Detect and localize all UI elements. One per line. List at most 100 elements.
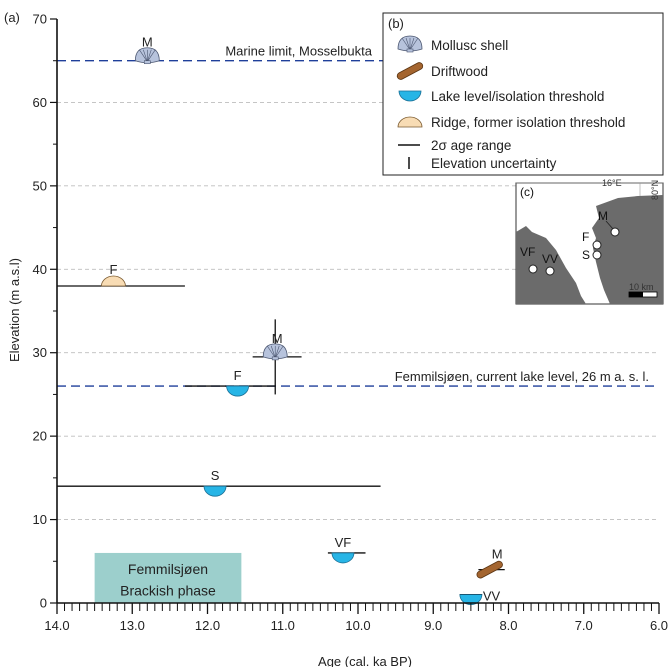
point-label-6: M [492,547,503,562]
reference-label-0: Marine limit, Mosselbukta [225,44,372,59]
brackish-phase-box [94,552,242,603]
marker-shell-2 [262,343,288,361]
legend-label-range: 2σ age range [431,138,511,153]
site-marker-vv [545,266,555,276]
inset-panel-label: (c) [520,185,534,199]
site-label-s: S [582,248,590,262]
x-tick-label-14.0: 14.0 [44,618,69,633]
legend-label-lake: Lake level/isolation threshold [431,89,604,104]
marker-shell-2-rib-4 [274,345,284,359]
point-2: M [252,319,302,395]
y-tick-label-50: 50 [33,178,47,193]
inset-lon-label: 16°E [602,178,622,188]
land-east [592,195,663,304]
legend-entry-driftwood: Driftwood [396,62,488,80]
point-7: VV [459,589,501,605]
x-tick-label-12.0: 12.0 [195,618,220,633]
x-tick-label-8.0: 8.0 [499,618,517,633]
legend-shell-icon [397,35,423,53]
point-label-7: VV [483,589,501,604]
legend-lake-icon [398,90,422,102]
axes: 0 10 20 30 40 50 60 70 14.0 13.0 12.0 11.0 10.0 9.0 8.… [33,12,669,634]
legend-shell-icon-rib-0 [401,37,411,51]
site-marker-s [592,250,602,260]
x-tick-label-6.0: 6.0 [650,618,668,633]
marker-shell-0-rib-1 [143,49,148,62]
legend-ridge-icon [397,116,423,128]
y-tick-label-20: 20 [33,429,47,444]
legend-driftwood-icon [396,62,424,80]
legend-label-driftwood: Driftwood [431,64,488,79]
point-0: M [134,35,160,65]
site-marker-vf [528,264,538,274]
point-label-0: M [142,35,153,50]
legend-shell-icon-rib-4 [409,37,419,51]
land-west [516,226,586,304]
scale-label: 10 km [629,282,654,292]
legend-box: (b) Mollusc shell Driftwood Lake level/iso… [382,12,664,176]
marker-shell-2-rib-1 [270,345,276,358]
point-1: F [57,262,185,287]
legend-entry-shell: Mollusc shell [397,35,508,53]
point-label-1: F [109,262,117,277]
legend-label-shell: Mollusc shell [431,38,508,53]
legend-shell-icon-hinge [406,48,414,53]
point-5: VF [327,535,366,564]
x-tick-label-13.0: 13.0 [120,618,145,633]
marker-shell-0-rib-0 [139,49,148,62]
y-axis-title: Elevation (m a.s.l) [7,258,22,362]
x-tick-label-10.0: 10.0 [345,618,370,633]
y-tick-label-60: 60 [33,95,47,110]
grid-layer [57,101,659,521]
x-axis-title: Age (cal. ka BP) [318,654,412,667]
marker-lake-7 [459,594,483,605]
y-tick-label-70: 70 [33,12,47,27]
y-tick-label-40: 40 [33,262,47,277]
legend-shell-icon-rib-1 [405,37,411,51]
reference-label-1: Femmilsjøen, current lake level, 26 m a.… [395,369,649,384]
x-tick-label-9.0: 9.0 [424,618,442,633]
legend-entry-lake: Lake level/isolation threshold [398,89,604,104]
marker-shell-2-rib-0 [266,345,276,359]
data-points: M F M F S VF M VV [57,35,505,605]
site-label-m: M [598,209,608,223]
marker-shell-2-rib-3 [274,345,280,358]
site-label-f: F [582,230,589,244]
legend-entry-range: 2σ age range [398,138,511,153]
marker-shell-0-rib-3 [147,49,152,62]
point-label-2: M [272,331,283,346]
marker-lake-3 [226,385,250,397]
legend-entry-ridge: Ridge, former isolation threshold [397,115,625,130]
legend-entry-elev: Elevation uncertainty [408,156,557,171]
point-6: M [476,547,505,579]
y-tick-label-0: 0 [40,596,47,611]
marker-ridge-1 [101,275,126,287]
point-label-4: S [211,468,220,483]
legend-panel-label: (b) [388,16,404,31]
legend-label-elev: Elevation uncertainty [431,156,557,171]
point-label-5: VF [335,535,352,550]
marker-driftwood-6 [476,560,503,579]
phase-box-line2: Brackish phase [120,582,216,598]
marker-shell-0-hinge [144,60,151,65]
marker-shell-2-hinge [271,356,279,361]
marker-lake-5 [331,552,355,564]
marker-shell-0 [134,47,160,65]
site-label-vv: VV [542,252,558,266]
x-tick-label-11.0: 11.0 [271,618,295,633]
inset-map: (c) 16°E 80°N M F S VF VV 10 km [515,178,664,305]
y-tick-label-10: 10 [33,512,47,527]
x-tick-label-7.0: 7.0 [575,618,593,633]
legend-label-ridge: Ridge, former isolation threshold [431,115,625,130]
legend-shell-icon-rib-3 [409,37,415,51]
panel-label-a: (a) [4,10,20,25]
y-tick-label-30: 30 [33,345,47,360]
legend-entries: Mollusc shell Driftwood Lake level/isolati… [396,35,625,171]
point-3: F [184,368,276,397]
marker-lake-4 [203,485,227,497]
phase-box-line1: Femmilsjøen [128,561,208,577]
point-label-3: F [234,368,242,383]
site-label-vf: VF [520,245,535,259]
point-4: S [57,468,381,497]
